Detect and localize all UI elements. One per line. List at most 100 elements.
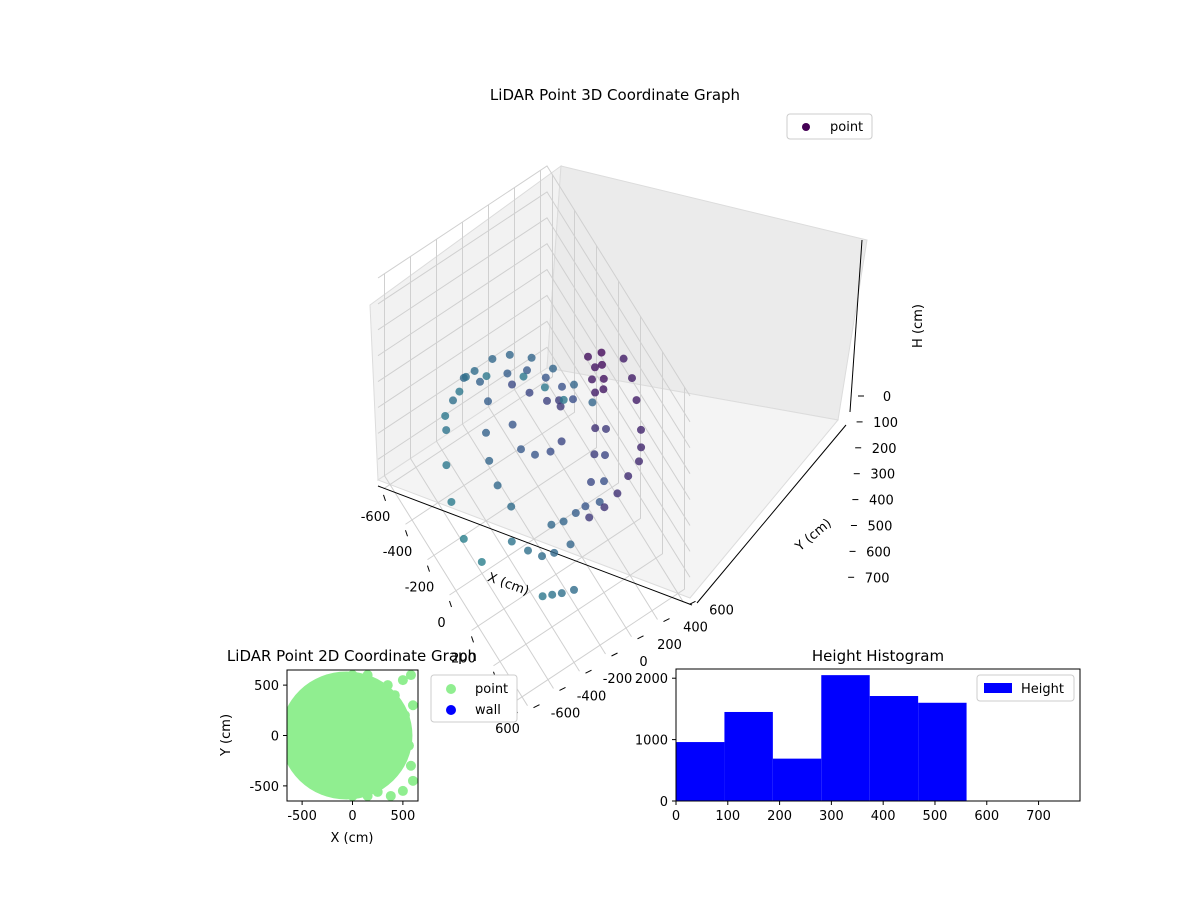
data-point-3d: [581, 502, 590, 511]
grid-line-z: [377, 346, 691, 578]
grid-line-z: [377, 191, 691, 423]
y-tick-mark-3d: [637, 635, 644, 640]
data-point-3d: [527, 353, 536, 362]
x-tick-mark-3d: [405, 530, 408, 537]
data-point-3d: [628, 374, 636, 383]
data-point-2d: [332, 786, 343, 797]
data-point-2d: [399, 710, 410, 721]
data-point-3d: [598, 360, 606, 369]
data-point-2d: [407, 775, 418, 786]
points-3d: [441, 348, 646, 601]
data-point-3d: [557, 589, 566, 598]
y-tick-label-3d: -600: [551, 707, 581, 722]
z-tick-label-3d: 500: [868, 519, 893, 534]
data-point-3d: [484, 397, 492, 406]
data-point-3d: [543, 396, 551, 405]
data-point-3d: [557, 437, 566, 446]
points-2d: [287, 670, 418, 801]
z-tick-label-3d: 0: [883, 390, 891, 405]
legend-label-point-2d: point: [475, 682, 508, 697]
data-point-3d: [585, 513, 594, 522]
x-tick-label-3d: -600: [361, 510, 391, 525]
y-tick-label-3d: 200: [657, 638, 682, 653]
y-tick-label-3d: 600: [709, 603, 734, 618]
data-point-3d: [493, 481, 502, 490]
data-point-2d: [312, 720, 323, 731]
y-tick-label-3d: -400: [577, 689, 607, 704]
data-point-3d: [538, 592, 547, 601]
data-point-2d: [397, 785, 408, 796]
data-point-2d: [385, 790, 396, 801]
y-tick-mark-3d: [559, 687, 566, 691]
data-point-2d: [400, 731, 411, 742]
legend-marker-point-2d: [446, 684, 456, 694]
data-point-2d: [347, 760, 358, 771]
x-tick-label-hist: 200: [767, 809, 792, 824]
grid-line-z: [377, 268, 691, 500]
data-point-3d: [559, 517, 568, 526]
data-point-3d: [591, 424, 600, 433]
data-point-3d: [442, 426, 451, 435]
y-tick-label-3d: 400: [683, 621, 708, 636]
data-point-3d: [613, 489, 622, 498]
data-point-3d: [595, 497, 604, 506]
data-point-3d: [635, 457, 643, 466]
histogram-ticks: 0 100 200 300 400 500 600 700 0 1000 2000: [635, 672, 1051, 824]
data-point-3d: [470, 366, 479, 375]
data-point-2d: [337, 720, 348, 731]
z-tick-label-3d: 100: [873, 416, 898, 431]
scatter-2d-plot: LiDAR Point 2D Coordinate Graph -500 0 500…: [219, 647, 518, 846]
grid-line-y: [488, 204, 632, 638]
scatter-3d-plot: LiDAR Point 3D Coordinate Graph -600 -400…: [361, 86, 926, 737]
y-tick-label-3d: -200: [603, 672, 633, 687]
legend-marker-wall-2d: [446, 705, 456, 715]
histogram-bar: [918, 702, 967, 801]
data-point-2d: [367, 730, 378, 741]
chart-title-3d: LiDAR Point 3D Coordinate Graph: [490, 86, 740, 104]
x-tick-label-2d: 500: [390, 809, 415, 824]
data-point-3d: [569, 395, 577, 404]
data-point-3d: [447, 497, 456, 506]
data-point-2d: [403, 740, 414, 751]
histogram-bar: [676, 742, 725, 801]
data-point-2d: [367, 760, 378, 771]
data-point-2d: [405, 670, 416, 681]
data-point-3d: [485, 456, 494, 465]
data-point-3d: [540, 383, 549, 392]
y-tick-label-hist: 1000: [635, 734, 668, 749]
data-point-3d: [588, 398, 597, 407]
grid-line-z: [377, 165, 691, 397]
data-point-2d: [352, 740, 363, 751]
data-point-3d: [599, 374, 608, 383]
legend-frame-3d: [786, 113, 873, 140]
data-point-2d: [357, 690, 368, 701]
data-point-3d: [558, 382, 566, 391]
data-point-2d: [317, 778, 328, 789]
data-point-3d: [488, 354, 497, 363]
data-point-3d: [525, 388, 534, 397]
x-tick-label-2d: -500: [287, 809, 317, 824]
z-tick-label-3d: 700: [865, 571, 890, 586]
data-point-3d: [441, 411, 450, 420]
data-point-2d: [322, 730, 333, 741]
data-point-3d: [600, 503, 609, 512]
data-point-2d: [317, 685, 328, 696]
data-point-3d: [637, 425, 645, 434]
grid-line-y: [540, 170, 684, 603]
data-point-2d: [302, 750, 313, 761]
y-axis-line: [696, 424, 847, 604]
data-point-2d: [347, 670, 358, 681]
grid-line-y: [514, 187, 658, 620]
z-tick-label-3d: 600: [866, 545, 891, 560]
legend-2d: point wall: [430, 674, 518, 723]
y-tick-label-2d: -500: [249, 780, 279, 795]
data-point-2d: [297, 730, 308, 741]
data-point-3d: [538, 552, 546, 561]
histogram-bars: [676, 675, 967, 801]
data-point-3d: [549, 364, 557, 373]
histogram-bar: [724, 711, 773, 801]
data-point-3d: [505, 350, 514, 359]
grid-line-y: [410, 256, 554, 689]
histogram-bar: [772, 758, 822, 801]
z-axis-line: [849, 239, 863, 413]
